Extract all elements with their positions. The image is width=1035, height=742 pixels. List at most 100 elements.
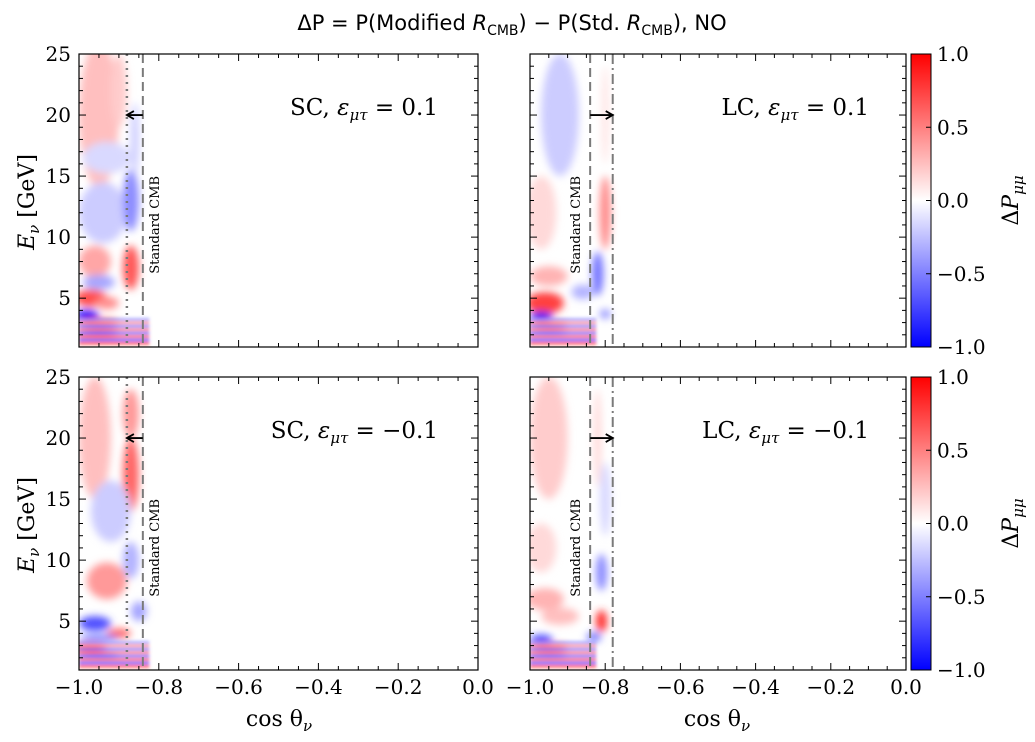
heatmap-cell xyxy=(530,644,597,648)
heatmap-cell xyxy=(530,331,597,335)
heatmap-cell xyxy=(86,562,127,600)
heatmap-cell xyxy=(79,331,150,335)
heatmap-cell xyxy=(94,296,119,310)
heatmap-cell xyxy=(530,641,597,644)
heatmap-cell xyxy=(130,601,147,622)
colorbar-tick-label: 0.5 xyxy=(937,115,969,139)
heatmap-cell xyxy=(530,651,597,654)
panel-label: SC, εμτ = −0.1 xyxy=(271,418,438,447)
panel-label: LC, εμτ = 0.1 xyxy=(721,95,869,124)
shift-arrow-head xyxy=(605,110,615,120)
colorbar-tick-label: 1.0 xyxy=(937,42,969,66)
heatmap-cell xyxy=(79,641,150,644)
panel-sc-pos: Standard CMB SC, εμτ = 0.1 5 10 15 20 25 xyxy=(46,42,479,348)
heatmap-cell xyxy=(530,658,597,661)
colorbar-bottom: −1.0 −0.5 0.0 0.5 1.0 ΔPμμ xyxy=(910,365,1027,682)
heatmap-cell xyxy=(79,377,111,500)
heatmap-cell xyxy=(110,54,127,128)
heatmap-cell xyxy=(90,480,131,542)
figure-title: ΔP = P(Modified RCMB) − P(Std. RCMB), NO xyxy=(297,11,726,39)
heatmap-cell xyxy=(82,274,115,290)
heatmap-cell xyxy=(586,632,602,642)
standard-cmb-label: Standard CMB xyxy=(148,176,163,274)
heatmap-cell xyxy=(79,658,150,661)
x-tick-label: −0.4 xyxy=(294,675,343,699)
heatmap-cell xyxy=(79,616,111,631)
heatmap-cell xyxy=(530,318,597,321)
y-axis-label-top: Eν [GeV] xyxy=(15,154,43,251)
heatmap xyxy=(79,54,150,345)
heatmap-cell xyxy=(79,318,150,321)
colorbar-top: −1.0 −0.5 0.0 0.5 1.0 ΔPμμ xyxy=(910,42,1027,359)
plot-background xyxy=(530,54,906,347)
heatmap-cell xyxy=(79,651,150,654)
x-axis-label-left: cos θν xyxy=(246,707,312,735)
heatmap-cell xyxy=(599,462,611,536)
heatmap-cell xyxy=(530,176,557,250)
y-tick-label: 15 xyxy=(46,164,71,188)
heatmap-cell xyxy=(122,169,139,232)
x-tick-label: −0.2 xyxy=(374,675,423,699)
heatmap-cell xyxy=(530,342,597,345)
heatmap-cell xyxy=(122,389,139,439)
heatmap-cell xyxy=(122,245,139,290)
heatmap-cell xyxy=(79,665,150,668)
colorbar-tick-label: −0.5 xyxy=(937,262,986,286)
y-tick-label: 25 xyxy=(46,365,71,389)
x-tick-label: 0.0 xyxy=(462,675,494,699)
heatmap-cell xyxy=(130,102,139,177)
x-tick-label: −0.8 xyxy=(135,675,184,699)
colorbar-tick-label: 0.0 xyxy=(937,189,969,213)
colorbar-label: ΔPμμ xyxy=(999,175,1027,225)
y-tick-label: 20 xyxy=(46,103,71,127)
colorbar-tick-label: 0.0 xyxy=(937,512,969,536)
y-tick-label: 5 xyxy=(58,286,71,310)
heatmap-cell xyxy=(79,342,150,345)
x-tick-label: −1.0 xyxy=(506,675,555,699)
heatmap-cell xyxy=(530,266,568,286)
x-tick-label: −1.0 xyxy=(55,675,104,699)
heatmap-cell xyxy=(530,328,597,331)
panel-lc-neg: Standard CMB LC, εμτ = −0.1 −1.0 −0.8 −0.6 −0… xyxy=(506,376,922,699)
heatmap-cell xyxy=(79,245,111,278)
colorbar-tick-label: 1.0 xyxy=(937,365,969,389)
panel-label: LC, εμτ = −0.1 xyxy=(702,418,869,447)
heatmap-cell xyxy=(82,141,131,174)
y-axis-label-bottom: Eν [GeV] xyxy=(15,477,43,574)
heatmap-cell xyxy=(122,541,139,579)
y-tick-label: 5 xyxy=(58,609,71,633)
x-tick-label: −0.2 xyxy=(807,675,856,699)
y-tick-label: 20 xyxy=(46,426,71,450)
panel-lc-pos: Standard CMB LC, εμτ = 0.1 xyxy=(529,53,907,348)
heatmap-cell xyxy=(530,321,597,325)
colorbar-tick-label: −1.0 xyxy=(937,658,986,682)
plot-background xyxy=(530,377,906,670)
heatmap-cell xyxy=(79,644,150,648)
y-tick-label: 10 xyxy=(46,225,71,249)
heatmap-cell xyxy=(530,661,597,665)
panel-sc-neg: Standard CMB SC, εμτ = −0.1 5 10 15 20 25 −1.0 −… xyxy=(46,365,494,699)
heatmap-cell xyxy=(79,335,150,338)
x-tick-label: −0.4 xyxy=(731,675,780,699)
x-tick-label: −0.6 xyxy=(214,675,263,699)
heatmap-cell xyxy=(79,654,150,658)
colorbar-label: ΔPμμ xyxy=(999,498,1027,548)
heatmap-cell xyxy=(599,176,611,250)
heatmap xyxy=(530,54,611,345)
heatmap-cell xyxy=(79,338,150,342)
panel-label: SC, εμτ = 0.1 xyxy=(290,95,438,124)
heatmap-cell xyxy=(79,324,150,328)
shift-arrow-head xyxy=(605,433,615,443)
heatmap-cell xyxy=(571,284,594,300)
heatmap-cell xyxy=(79,182,127,244)
heatmap-cell xyxy=(530,292,564,315)
heatmap-cell xyxy=(79,321,150,325)
standard-cmb-label: Standard CMB xyxy=(569,499,584,597)
heatmap-cell xyxy=(79,647,150,651)
shift-arrow-head xyxy=(125,433,135,443)
heatmap-cell xyxy=(530,588,564,611)
y-tick-label: 15 xyxy=(46,487,71,511)
heatmap-cell xyxy=(530,338,597,342)
x-tick-label: −0.6 xyxy=(656,675,705,699)
x-tick-label: 0.0 xyxy=(890,675,922,699)
